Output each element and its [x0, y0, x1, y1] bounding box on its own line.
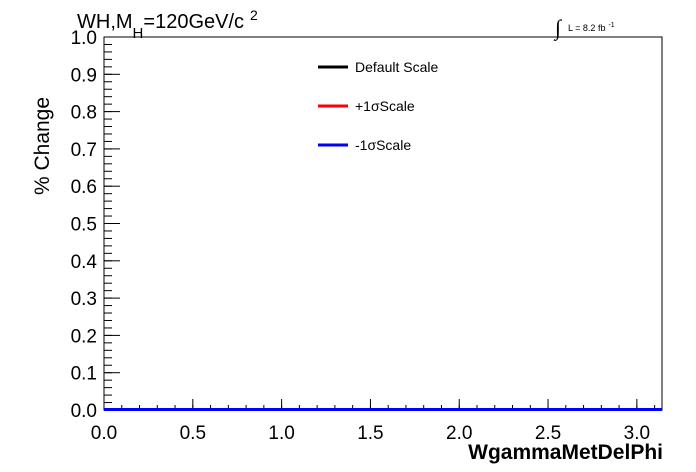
- title-subscript: H: [133, 25, 144, 42]
- x-tick-label: 2.0: [446, 423, 472, 444]
- y-tick-label: 0.8: [71, 103, 97, 124]
- legend-label-2: -1σScale: [355, 137, 411, 153]
- title-rest: =120GeV/c: [143, 11, 244, 33]
- y-tick-label: 0.9: [71, 65, 97, 86]
- x-tick-label: 2.5: [535, 423, 561, 444]
- chart-title: WH,MH=120GeV/c 2: [77, 7, 258, 42]
- plot-frame: [103, 36, 663, 411]
- y-tick-label: 0.6: [71, 177, 97, 198]
- lumi-integral-symbol: ∫: [553, 15, 563, 41]
- legend: Default Scale +1σScale -1σScale: [318, 59, 438, 153]
- lumi-label: L = 8.2 fb -1: [568, 22, 615, 33]
- x-tick-label: 3.0: [624, 423, 650, 444]
- y-tick-label: 0.0: [71, 401, 97, 422]
- y-axis-ticks: 0.0 0.1 0.2 0.3 0.4 0.5 0.6 0.7 0.8 0.9 1.0: [71, 28, 120, 422]
- x-tick-label: 0.5: [180, 423, 206, 444]
- legend-label-1: +1σScale: [355, 98, 415, 114]
- y-tick-label: 0.5: [71, 215, 97, 236]
- lumi-superscript: -1: [608, 22, 614, 29]
- y-tick-label: 0.4: [71, 252, 98, 273]
- x-tick-label: 1.5: [357, 423, 383, 444]
- x-tick-label: 0.0: [91, 423, 117, 444]
- x-tick-label: 1.0: [268, 423, 294, 444]
- y-tick-label: 0.3: [71, 289, 97, 310]
- y-tick-label: 0.2: [71, 326, 97, 347]
- lumi-text: L = 8.2 fb: [568, 23, 605, 33]
- x-axis-title: WgammaMetDelPhi: [468, 441, 663, 464]
- y-tick-label: 0.7: [71, 140, 97, 161]
- x-axis-ticks: 0.0 0.5 1.0 1.5 2.0 2.5 3.0: [91, 399, 656, 444]
- y-axis-title: % Change: [31, 97, 54, 195]
- legend-label-0: Default Scale: [355, 59, 438, 75]
- y-tick-label: 1.0: [71, 28, 97, 49]
- y-tick-label: 0.1: [71, 364, 97, 385]
- title-main: WH,M: [77, 11, 133, 33]
- title-superscript: 2: [250, 7, 258, 23]
